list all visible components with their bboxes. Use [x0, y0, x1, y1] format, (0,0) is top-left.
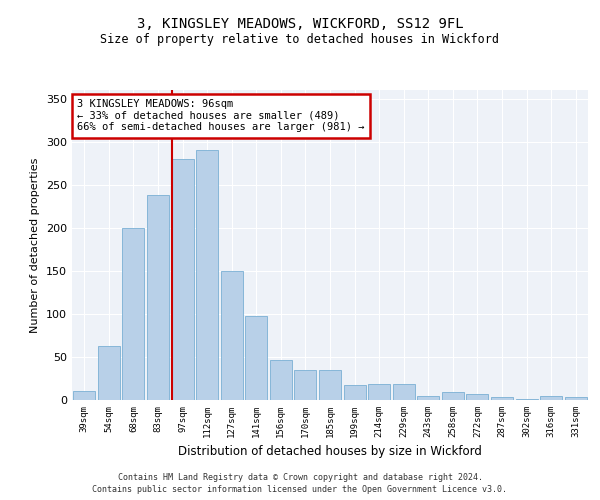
- Bar: [73, 390, 95, 400]
- Text: Contains HM Land Registry data © Crown copyright and database right 2024.: Contains HM Land Registry data © Crown c…: [118, 472, 482, 482]
- Bar: [466, 394, 488, 400]
- Bar: [442, 392, 464, 400]
- Bar: [270, 360, 292, 400]
- Bar: [221, 271, 243, 400]
- Bar: [392, 384, 415, 400]
- Bar: [344, 384, 365, 400]
- Y-axis label: Number of detached properties: Number of detached properties: [31, 158, 40, 332]
- Bar: [515, 399, 538, 400]
- Bar: [122, 228, 145, 400]
- Bar: [540, 396, 562, 400]
- Bar: [295, 370, 316, 400]
- Bar: [417, 396, 439, 400]
- Bar: [368, 384, 390, 400]
- Text: 3, KINGSLEY MEADOWS, WICKFORD, SS12 9FL: 3, KINGSLEY MEADOWS, WICKFORD, SS12 9FL: [137, 18, 463, 32]
- Bar: [245, 316, 268, 400]
- Bar: [196, 150, 218, 400]
- Text: 3 KINGSLEY MEADOWS: 96sqm
← 33% of detached houses are smaller (489)
66% of semi: 3 KINGSLEY MEADOWS: 96sqm ← 33% of detac…: [77, 100, 365, 132]
- Text: Contains public sector information licensed under the Open Government Licence v3: Contains public sector information licen…: [92, 485, 508, 494]
- Bar: [147, 195, 169, 400]
- Bar: [319, 370, 341, 400]
- X-axis label: Distribution of detached houses by size in Wickford: Distribution of detached houses by size …: [178, 446, 482, 458]
- Bar: [565, 398, 587, 400]
- Bar: [98, 346, 120, 400]
- Text: Size of property relative to detached houses in Wickford: Size of property relative to detached ho…: [101, 32, 499, 46]
- Bar: [172, 159, 194, 400]
- Bar: [491, 396, 513, 400]
